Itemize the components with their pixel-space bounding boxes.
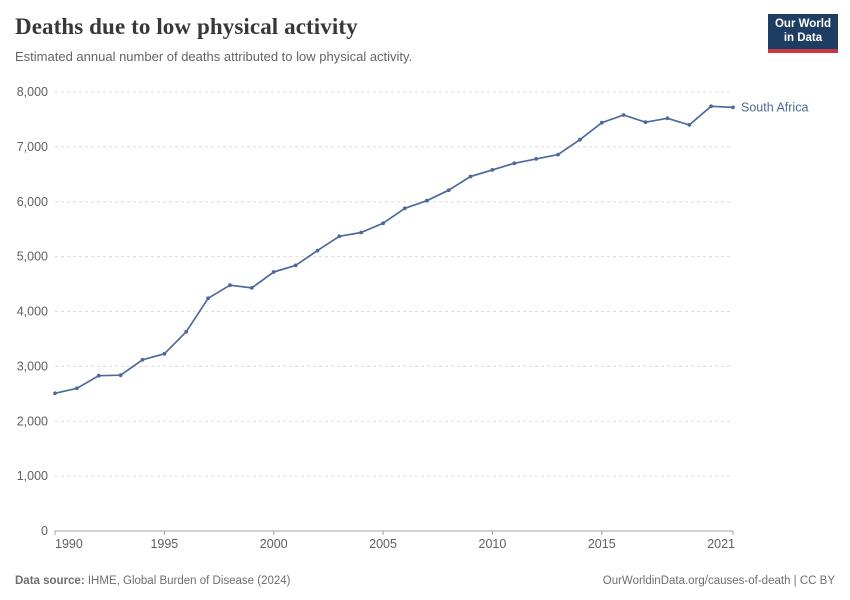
data-source-label: Data source: (15, 575, 85, 587)
owid-logo[interactable]: Our World in Data (767, 14, 838, 53)
data-point (687, 123, 692, 127)
data-point (709, 104, 713, 109)
data-point (271, 270, 276, 274)
data-source: Data source: IHME, Global Burden of Dise… (15, 575, 291, 587)
x-tick-label: 2015 (588, 537, 616, 551)
x-tick-label: 2000 (260, 537, 288, 551)
data-point (381, 221, 385, 226)
data-point (206, 296, 211, 301)
data-point (96, 373, 101, 378)
data-point (184, 329, 189, 334)
data-point (359, 230, 364, 235)
data-point (643, 120, 648, 125)
y-tick-label: 0 (41, 524, 48, 538)
data-point (228, 283, 232, 288)
entity-label: South Africa (741, 100, 808, 114)
owid-logo-line1: Our World (774, 18, 831, 30)
data-line (54, 105, 734, 395)
data-point (731, 105, 735, 110)
x-tick-label: 2010 (479, 537, 507, 551)
data-point (534, 157, 539, 161)
y-tick-label: 3,000 (17, 359, 48, 373)
y-tick-label: 1,000 (17, 469, 48, 483)
x-tick-label: 1995 (150, 537, 178, 551)
y-tick-label: 5,000 (17, 250, 48, 264)
x-tick-label: 1990 (55, 537, 83, 551)
data-source-text: IHME, Global Burden of Disease (2024) (84, 575, 291, 587)
data-point (665, 116, 670, 121)
data-point (578, 137, 582, 142)
data-point (162, 351, 167, 356)
data-point (424, 198, 429, 203)
footer-link[interactable]: OurWorldinData.org/causes-of-death | CC … (602, 575, 835, 587)
data-point (249, 286, 254, 290)
data-point (490, 168, 495, 172)
data-point (75, 386, 79, 391)
y-tick-label: 6,000 (17, 195, 48, 209)
data-point (403, 206, 407, 211)
owid-logo-line2: in Data (783, 31, 823, 44)
data-point (293, 263, 298, 268)
data-point (315, 248, 320, 253)
data-point (468, 174, 473, 179)
y-tick-label: 7,000 (17, 140, 48, 154)
data-point (118, 373, 123, 378)
data-point (53, 391, 57, 396)
data-point (140, 357, 145, 362)
data-point (512, 161, 517, 166)
chart-header: Deaths due to low physical activity Esti… (15, 12, 755, 65)
data-point (556, 152, 560, 157)
page-subtitle: Estimated annual number of deaths attrib… (15, 49, 413, 64)
x-tick-label: 2005 (369, 537, 397, 551)
y-tick-label: 8,000 (17, 85, 48, 99)
data-point (446, 188, 451, 193)
y-tick-label: 2,000 (17, 414, 48, 428)
data-point (337, 234, 342, 239)
chart-footer: Data source: IHME, Global Burden of Dise… (15, 575, 835, 587)
x-tick-label: 2021 (707, 537, 735, 551)
data-point (621, 113, 626, 117)
page-title: Deaths due to low physical activity (15, 14, 358, 39)
data-point (599, 120, 604, 125)
y-tick-label: 4,000 (17, 305, 48, 319)
